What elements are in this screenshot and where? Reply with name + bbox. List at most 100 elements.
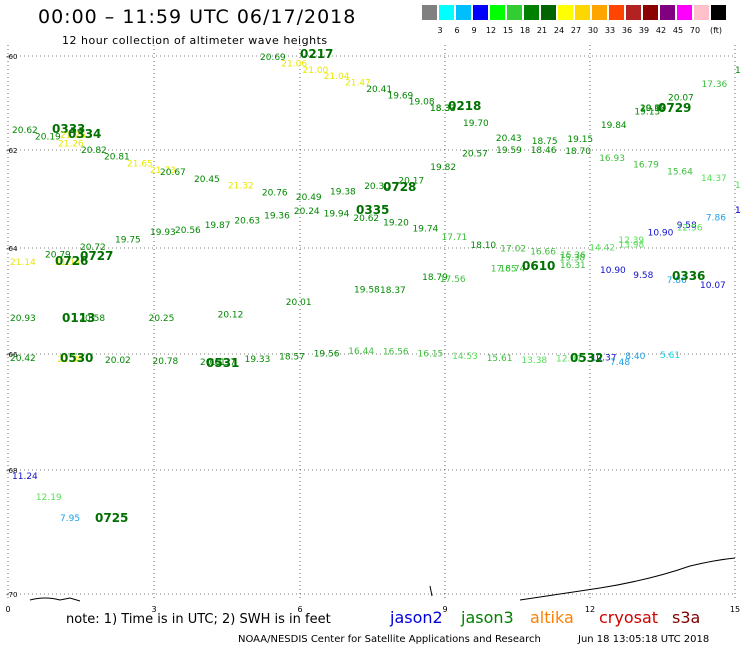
y-tick-label: -60 [6,53,17,61]
wave-height-label: 7.86 [706,214,726,224]
wave-height-label: 19.82 [430,163,456,173]
legend-label: 42 [655,26,667,35]
wave-height-label: 20.30 [364,182,390,192]
legend-label: 33 [604,26,616,35]
track-time-label: 0610 [522,259,555,273]
legend-label: 39 [638,26,650,35]
legend-swatch [592,5,608,20]
wave-height-label: 21.47 [345,79,371,89]
wave-height-label: 15.36 [560,251,586,261]
wave-height-label: 16.31 [560,261,586,271]
wave-height-label: 21.39 [58,355,84,365]
track-time-label: 0725 [95,511,128,525]
wave-height-label: 20.17 [398,176,424,186]
page-title: 00:00 – 11:59 UTC 06/17/2018 [38,6,357,28]
wave-height-label: 15.64 [667,167,693,177]
wave-height-label: 14.42 [589,244,615,254]
track-time-label: 0728 [383,180,416,194]
y-tick-label: -62 [6,147,17,155]
wave-height-label: 18.57 [279,353,305,363]
wave-height-label: 19.36 [264,212,290,222]
wave-height-label: 21.73 [150,166,176,176]
y-tick-label: -68 [6,467,17,475]
legend-swatch [711,5,727,20]
legend-swatch [422,5,438,20]
credit-text: NOAA/NESDIS Center for Satellite Applica… [238,634,541,645]
wave-height-label: 14.37 [701,174,727,184]
wave-height-label: 18.10 [470,241,496,251]
wave-height-label: 20.42 [10,354,36,364]
wave-height-label: 16.56 [383,347,409,357]
wave-height-label: 21.14 [10,258,36,268]
wave-height-label: 20.61 [200,358,226,368]
legend-label: 30 [587,26,599,35]
wave-height-label: 9.58 [677,221,697,231]
wave-height-label: 21.65 [127,159,153,169]
legend-jason2: jason2 [390,608,443,627]
wave-height-label: 17.02 [500,244,526,254]
wave-height-label: 7.48 [610,358,630,368]
wave-height-label: 19.69 [388,91,414,101]
wave-height-label: 21.26 [60,131,86,141]
track-time-label: 0729 [658,101,691,115]
wave-height-label: 20.81 [104,153,130,163]
wave-height-label: 18.37 [210,358,236,368]
y-tick-label: -70 [6,591,17,599]
wave-height-label: 20.01 [286,298,312,308]
wave-height-label: 17.71 [442,233,468,243]
page-subtitle: 12 hour collection of altimeter wave hei… [62,34,328,47]
timestamp-text: Jun 18 13:05:18 UTC 2018 [578,634,710,645]
legend-label: 18 [519,26,531,35]
track-time-label: 0334 [68,127,101,141]
wave-height-label: 19.38 [330,187,356,197]
wave-height-label: 21.14 [55,258,81,268]
wave-height-label: 19.74 [413,225,439,235]
wave-height-label: 21.26 [58,139,84,149]
wave-height-label: 20.82 [81,146,107,156]
legend-swatch [558,5,574,20]
wave-height-label: 20.24 [294,207,320,217]
wave-height-label: 20.79 [45,251,71,261]
wave-height-label: 12.19 [36,493,62,503]
wave-height-label: 9.58 [633,271,653,281]
wave-height-label: 16.15 [418,350,444,360]
legend-swatch [473,5,489,20]
wave-height-label: 12.37 [556,355,582,365]
wave-height-label: 10.37 [591,354,617,364]
legend-altika: altika [530,608,574,627]
legend-swatch [643,5,659,20]
y-tick-label: -64 [6,245,18,253]
wave-height-label: 16.74 [500,264,526,274]
wave-height-label: 20.62 [353,214,379,224]
wave-height-label: 19.94 [324,210,350,220]
wave-height-label: 19.13 [640,104,666,114]
wave-height-label: 21.04 [324,72,350,82]
x-tick-label: 3 [151,605,156,614]
wave-height-label: 20.07 [668,94,694,104]
wave-height-label: 21.32 [228,182,254,192]
wave-height-label: 10.90 [600,266,626,276]
legend-label: 45 [672,26,684,35]
wave-height-label: 11.24 [735,206,740,216]
legend-swatch [507,5,523,20]
legend-swatch [524,5,540,20]
wave-height-label: 7.86 [667,276,687,286]
wave-height-label: 20.93 [10,314,36,324]
legend-label: 70 [689,26,701,35]
wave-height-label: 19.84 [601,121,627,131]
map-grid [7,45,736,598]
legend-swatch [660,5,676,20]
track-time-label: 0727 [80,249,113,263]
legend-jason3: jason3 [461,608,514,627]
legend-label: 24 [553,26,565,35]
wave-height-label: 19.18 [735,66,740,76]
wave-height-label: 18.37 [380,286,406,296]
wave-height-label: 18.75 [532,137,558,147]
wave-height-label: 11.24 [12,472,38,482]
wave-height-label: 20.62 [12,126,38,136]
wave-height-label: 20.69 [260,53,286,63]
track-time-label: 0218 [448,99,481,113]
legend-label: 21 [536,26,548,35]
coastline-path [29,557,736,602]
